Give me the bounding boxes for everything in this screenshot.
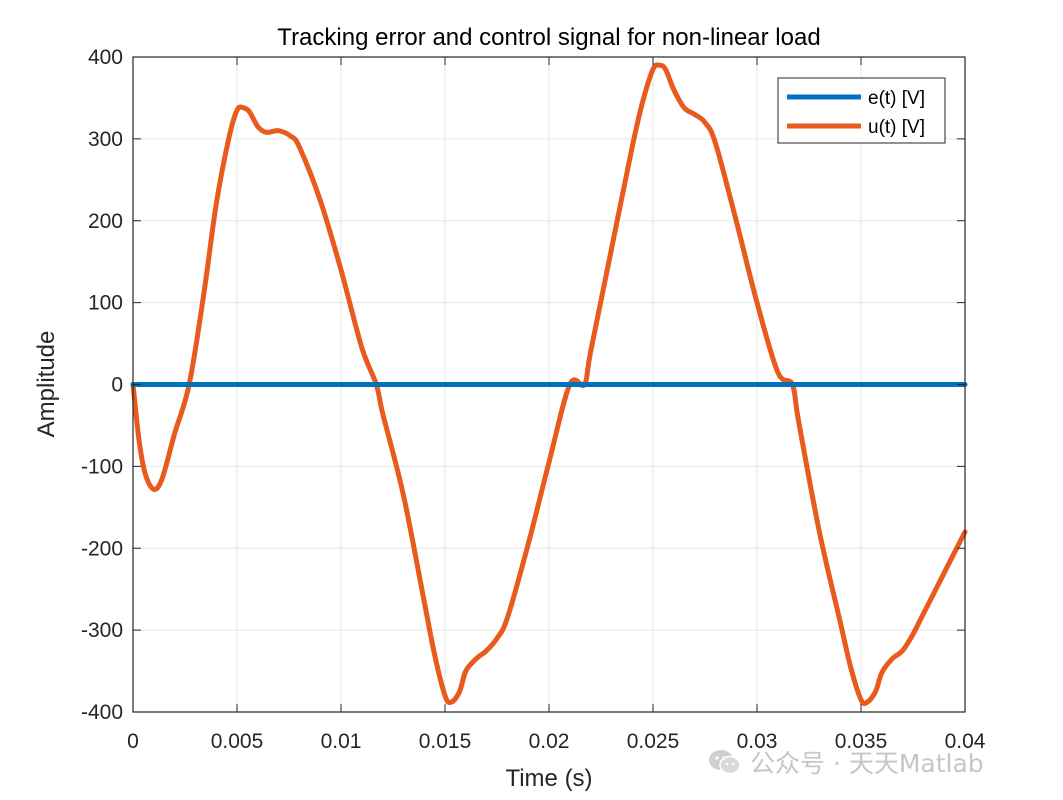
legend-box [777, 77, 946, 144]
x-tick-labels: 0 0.005 0.01 0.015 0.02 0.025 0.03 0.035 0.04 [127, 730, 986, 753]
legend: e(t) [V] u(t) [V] [777, 77, 946, 144]
y-tick-label: 300 [88, 128, 123, 151]
watermark-text: 公众号 · 天天Matlab [750, 749, 984, 778]
y-axis-label: Amplitude [33, 331, 60, 438]
x-tick-label: 0.01 [321, 730, 362, 753]
wechat-icon [708, 748, 742, 776]
y-tick-label: 0 [111, 374, 123, 397]
legend-label-e: e(t) [V] [868, 88, 925, 109]
y-tick-label: -400 [81, 701, 123, 724]
x-tick-label: 0.04 [945, 730, 986, 753]
y-tick-labels: -400 -300 -200 -100 0 100 200 300 400 [81, 46, 123, 724]
x-tick-label: 0.005 [211, 730, 264, 753]
y-tick-label: 100 [88, 292, 123, 315]
x-tick-label: 0.03 [737, 730, 778, 753]
chart-title: Tracking error and control signal for no… [277, 24, 820, 51]
x-tick-label: 0.015 [419, 730, 472, 753]
series-layer [130, 62, 968, 707]
series-line-u [130, 62, 968, 707]
x-tick-label: 0.025 [627, 730, 680, 753]
ticks [132, 56, 966, 713]
legend-label-u: u(t) [V] [868, 117, 925, 138]
x-axis-label: Time (s) [505, 765, 592, 792]
y-tick-label: 400 [88, 46, 123, 69]
y-tick-label: -100 [81, 455, 123, 478]
y-tick-label: 200 [88, 210, 123, 233]
x-tick-label: 0 [127, 730, 139, 753]
y-tick-label: -300 [81, 619, 123, 642]
watermark: 公众号 · 天天Matlab [708, 742, 984, 782]
x-tick-label: 0.035 [835, 730, 888, 753]
y-tick-label: -200 [81, 537, 123, 560]
x-tick-label: 0.02 [529, 730, 570, 753]
